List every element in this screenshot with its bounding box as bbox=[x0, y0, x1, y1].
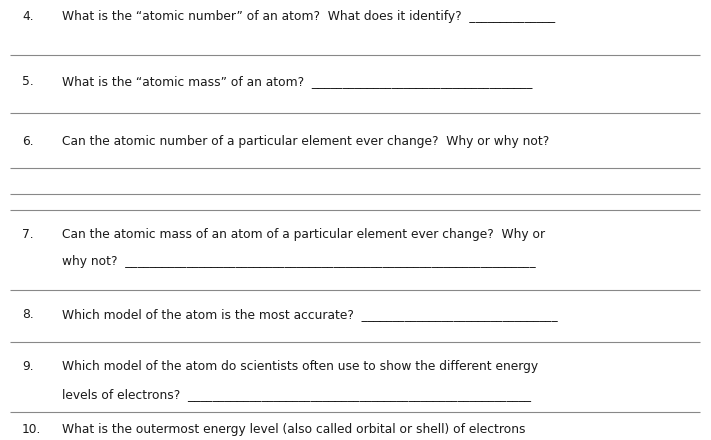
Text: 8.: 8. bbox=[22, 308, 33, 321]
Text: Which model of the atom do scientists often use to show the different energy: Which model of the atom do scientists of… bbox=[62, 360, 538, 373]
Text: Can the atomic number of a particular element ever change?  Why or why not?: Can the atomic number of a particular el… bbox=[62, 135, 550, 148]
Text: 4.: 4. bbox=[22, 10, 33, 23]
Text: What is the outermost energy level (also called orbital or shell) of electrons: What is the outermost energy level (also… bbox=[62, 423, 525, 436]
Text: What is the “atomic mass” of an atom?  ____________________________________: What is the “atomic mass” of an atom? __… bbox=[62, 75, 533, 88]
Text: why not?  ___________________________________________________________________: why not? _______________________________… bbox=[62, 255, 535, 268]
Text: 6.: 6. bbox=[22, 135, 33, 148]
Text: What is the “atomic number” of an atom?  What does it identify?  ______________: What is the “atomic number” of an atom? … bbox=[62, 10, 555, 23]
Text: Can the atomic mass of an atom of a particular element ever change?  Why or: Can the atomic mass of an atom of a part… bbox=[62, 228, 545, 241]
Text: Which model of the atom is the most accurate?  ________________________________: Which model of the atom is the most accu… bbox=[62, 308, 557, 321]
Text: levels of electrons?  ________________________________________________________: levels of electrons? ___________________… bbox=[62, 388, 531, 401]
Text: 5.: 5. bbox=[22, 75, 33, 88]
Text: 10.: 10. bbox=[22, 423, 41, 436]
Text: 7.: 7. bbox=[22, 228, 33, 241]
Text: 9.: 9. bbox=[22, 360, 33, 373]
